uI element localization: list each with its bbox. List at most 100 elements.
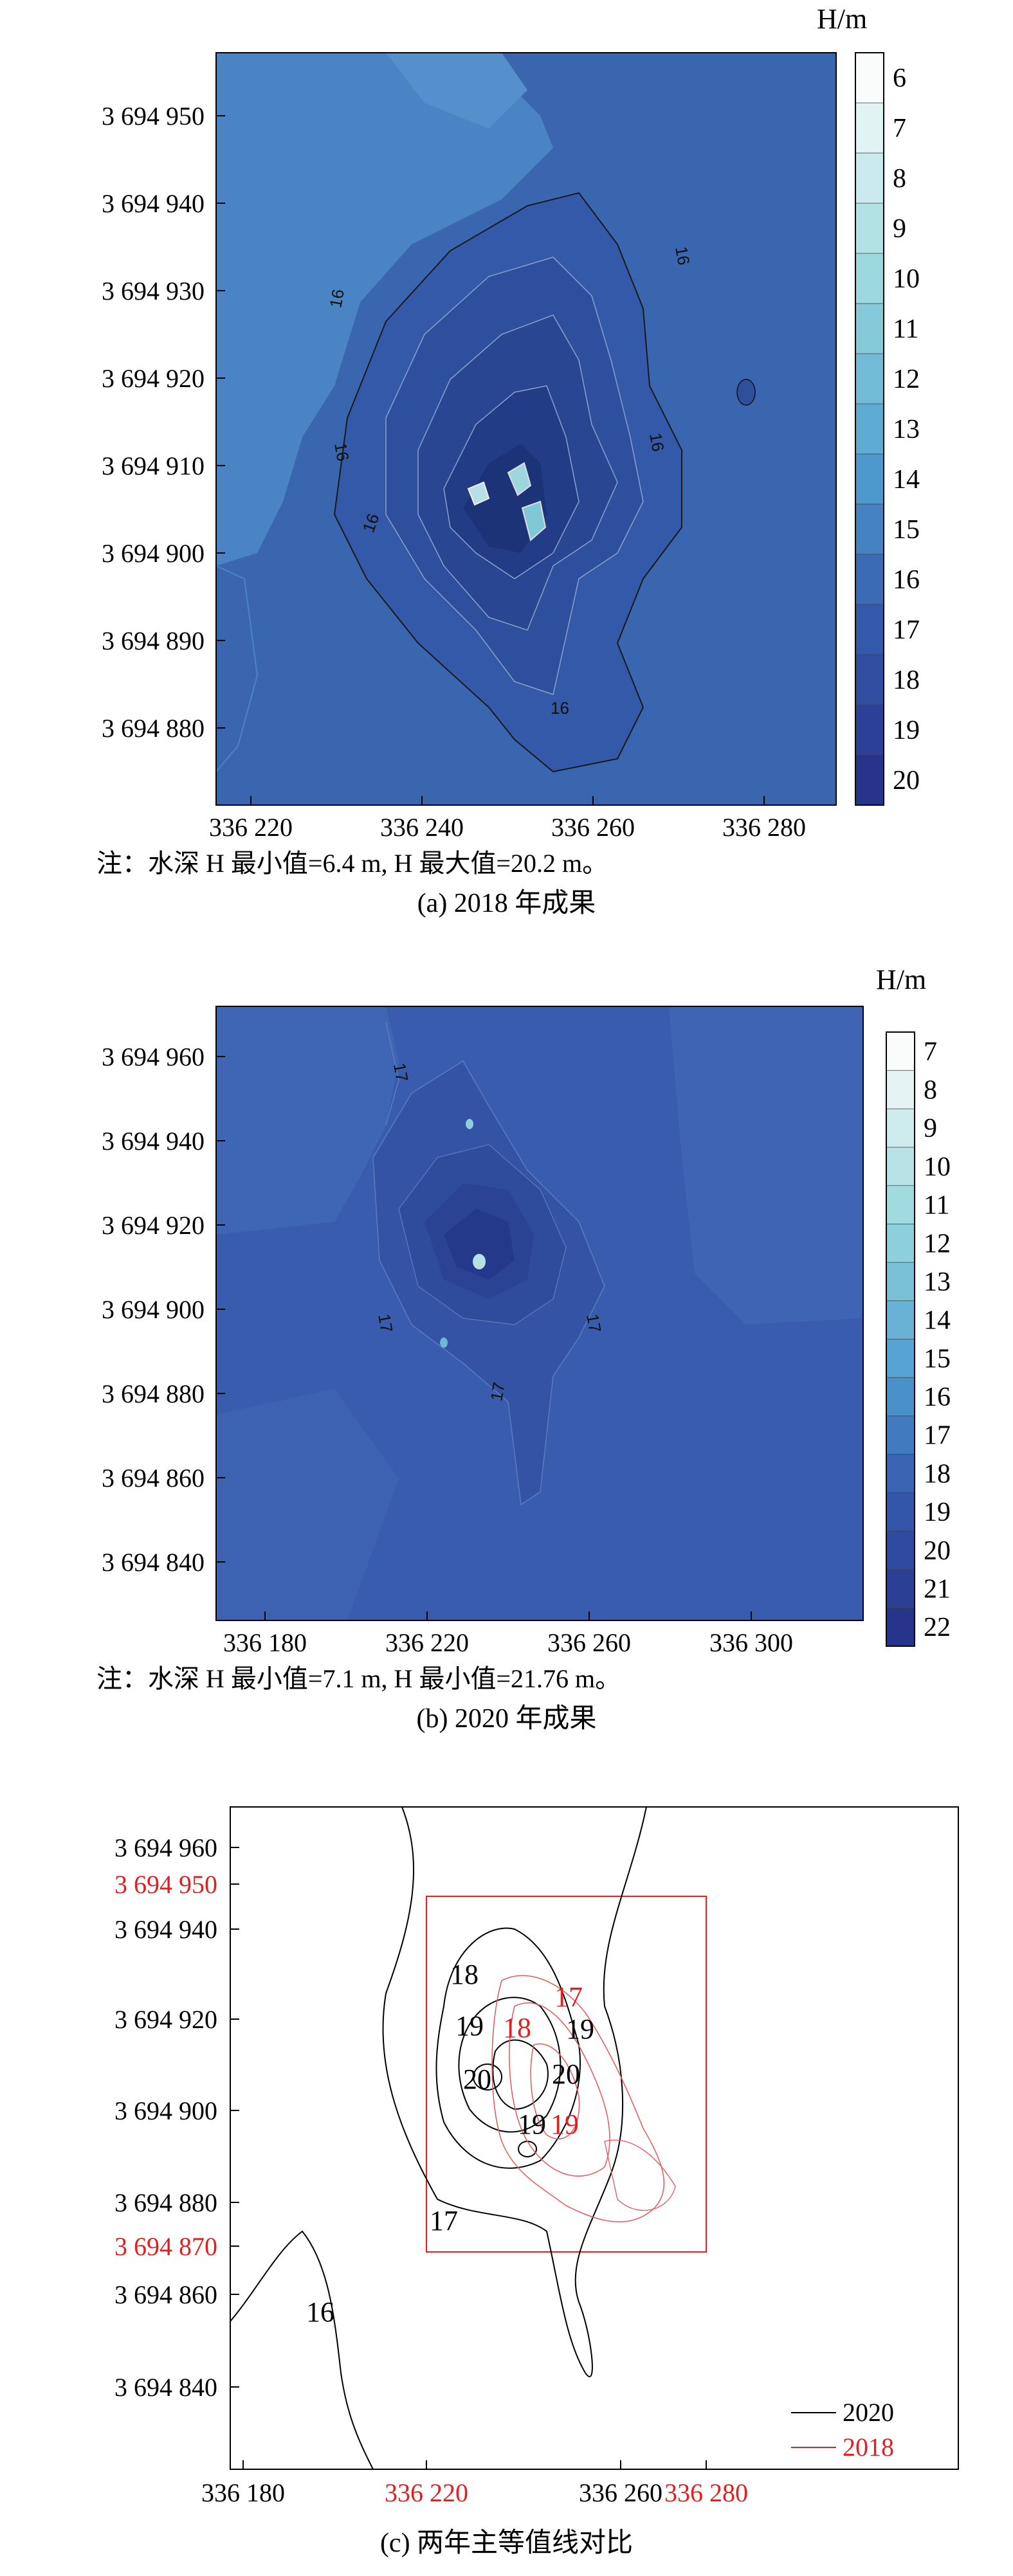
panel-a-y-tick-label: 3 694 930: [102, 277, 205, 305]
panel-a-plot-frame: [215, 52, 837, 806]
panel-c-2018-contour-detail: [604, 2139, 676, 2211]
panel-b-note: 注：水深 H 最小值=7.1 m, H 最小值=21.76 m。: [96, 1664, 621, 1693]
panel-a-colorbar-label: 11: [893, 314, 918, 344]
panel-c-plot-frame: [230, 1806, 959, 2470]
panel-b-x-axis: 336 180 336 220 336 260 336 300: [223, 1611, 793, 1657]
panel-b-y-tick-label: 3 694 960: [102, 1042, 205, 1071]
panel-b-caption: (b) 2020 年成果: [416, 1704, 597, 1734]
panel-a-colorbar-label: 13: [893, 415, 920, 444]
panel-c-y-tick-label: 3 694 880: [114, 2188, 217, 2217]
panel-b-colorbar-swatch: [886, 1377, 915, 1417]
panel-a-shoal-1: [507, 462, 532, 496]
panel-a-colorbar-label: 14: [893, 465, 920, 494]
panel-b-colorbar-swatch: [886, 1492, 915, 1532]
panel-b-colorbar-label: 12: [924, 1229, 951, 1258]
panel-a-colorbar-label: 17: [893, 615, 920, 645]
panel-c-y-tick-label: 3 694 960: [114, 1833, 217, 1862]
panel-c-x-tick-label: 336 220: [385, 2478, 468, 2507]
panel-b-colorbar-swatch: [886, 1147, 915, 1186]
panel-c-y-axis: 3 694 960 3 694 950 3 694 940 3 694 920 3 69…: [114, 1833, 239, 2402]
panel-b-colorbar-swatch: [886, 1607, 915, 1647]
panel-b-colorbar-label: 19: [924, 1498, 951, 1527]
panel-b-colorbar-swatch: [886, 1185, 915, 1225]
panel-a-y-tick-label: 3 694 950: [102, 102, 205, 131]
panel-a-colorbar-unit: H/m: [817, 3, 867, 35]
panel-b-colorbar-swatch: [886, 1415, 915, 1455]
panel-c-x-axis: 336 180 336 220 336 260 336 280: [201, 2460, 748, 2507]
panel-a-colorbar-label: 7: [893, 114, 906, 143]
panel-b-colorbar-label: 9: [924, 1114, 937, 1143]
panel-a-colorbar-label: 16: [893, 565, 920, 595]
panel-a-y-tick-label: 3 694 890: [102, 626, 205, 655]
panel-a-colorbar-label: 8: [893, 164, 906, 194]
panel-b-colorbar-label: 20: [924, 1536, 951, 1566]
panel-a-colorbar-label: 19: [893, 716, 920, 745]
panel-c-y-tick-label: 3 694 840: [114, 2373, 217, 2402]
panel-a-y-axis: 3 694 950 3 694 940 3 694 930 3 694 920 …: [102, 102, 225, 743]
panel-a-depth-14-region: [216, 53, 553, 566]
panel-b-colorbar: 7 8 9 10 11 12 13 14 15 16 17 18 19 20 21 22: [886, 1031, 951, 1647]
panel-b-plot-frame: [215, 1006, 864, 1621]
panel-b-y-tick-label: 3 694 860: [102, 1464, 205, 1492]
panel-c-2020-contour-19: [458, 1997, 561, 2133]
panel-b-colorbar-label: 15: [924, 1344, 951, 1374]
panel-a-colorbar-swatch: [855, 203, 884, 254]
panel-c-contour-label-red: 19: [551, 2109, 579, 2140]
panel-a-colorbar-frame: [855, 52, 884, 806]
panel-a-caption: (a) 2018 年成果: [417, 889, 596, 918]
panel-b-colorbar-label: 16: [924, 1383, 951, 1412]
panel-b-x-tick-label: 336 220: [385, 1628, 469, 1657]
panel-a-contour-16: [333, 192, 682, 773]
panel-c-legend-label-2018: 2018: [843, 2433, 894, 2462]
panel-c-2020-contour-18: [435, 1927, 581, 2169]
panel-b-colorbar-swatch: [886, 1569, 915, 1609]
panel-a-colorbar-label: 18: [893, 666, 920, 695]
panel-b-colorbar-label: 10: [924, 1152, 951, 1182]
panel-a-y-tick-label: 3 694 880: [102, 714, 205, 743]
panel-b-contour-label: 17: [374, 1312, 397, 1334]
panel-b-colorbar-swatch: [886, 1031, 915, 1071]
panel-a-contour-label: 16: [331, 441, 353, 463]
panel-a-y-tick-label: 3 694 920: [102, 364, 205, 393]
panel-c-y-tick-label: 3 694 870: [114, 2232, 217, 2261]
panel-a-colorbar-swatch: [855, 604, 884, 655]
panel-a-y-tick-label: 3 694 910: [102, 451, 205, 480]
panel-c-2018-contour-17: [491, 1975, 665, 2223]
panel-b-y-tick-label: 3 694 920: [102, 1211, 205, 1240]
panel-a-colorbar-swatch: [855, 503, 884, 555]
panel-a-shoal-2: [521, 500, 547, 541]
panel-b-y-tick-label: 3 694 880: [102, 1379, 205, 1408]
panel-c-y-tick-label: 3 694 900: [114, 2096, 217, 2125]
panel-a-colorbar-swatch: [855, 554, 884, 605]
panel-b-contour-17: [372, 1060, 605, 1506]
panel-a-colorbar-label: 12: [893, 365, 920, 394]
panel-a-small-basin: [736, 379, 756, 406]
panel-b-colorbar-label: 14: [924, 1306, 951, 1336]
panel-a-colorbar-swatch: [855, 654, 884, 705]
panel-a-left-contour: [216, 565, 259, 772]
panel-b-colorbar-frame: [886, 1031, 915, 1647]
panel-c-y-tick-label: 3 694 920: [114, 2005, 217, 2034]
panel-b-colorbar-label: 21: [924, 1574, 951, 1604]
panel-b-depth-21-region: [444, 1209, 515, 1280]
panel-b-shoal-3: [440, 1338, 448, 1348]
panel-b-contour-label: 17: [583, 1312, 605, 1334]
panel-a-colorbar-label: 10: [893, 264, 920, 294]
panel-a-contour-label: 16: [671, 245, 694, 267]
panel-a-colorbar-label: 20: [893, 766, 920, 795]
panel-a-colorbar-swatch: [855, 102, 884, 154]
panel-b-colorbar-swatch: [886, 1262, 915, 1302]
panel-a-y-tick-label: 3 694 900: [102, 539, 205, 568]
panel-a-contour-19: [443, 385, 580, 579]
panel-c-2018-extent-box: [426, 1896, 707, 2253]
panel-a-contour-label: 16: [325, 287, 348, 309]
panel-a-contour-field: [216, 53, 836, 805]
panel-a-contour-label: 16: [551, 698, 569, 718]
panel-b-colorbar-label: 13: [924, 1267, 951, 1297]
panel-b-contour-label: 17: [486, 1381, 509, 1402]
panel-c-2020-contour-17: [382, 1806, 647, 2377]
panel-b-shallow-right: [669, 1006, 863, 1325]
panel-b-colorbar-swatch: [886, 1454, 915, 1494]
panel-c-contour-label: 16: [306, 2296, 334, 2328]
